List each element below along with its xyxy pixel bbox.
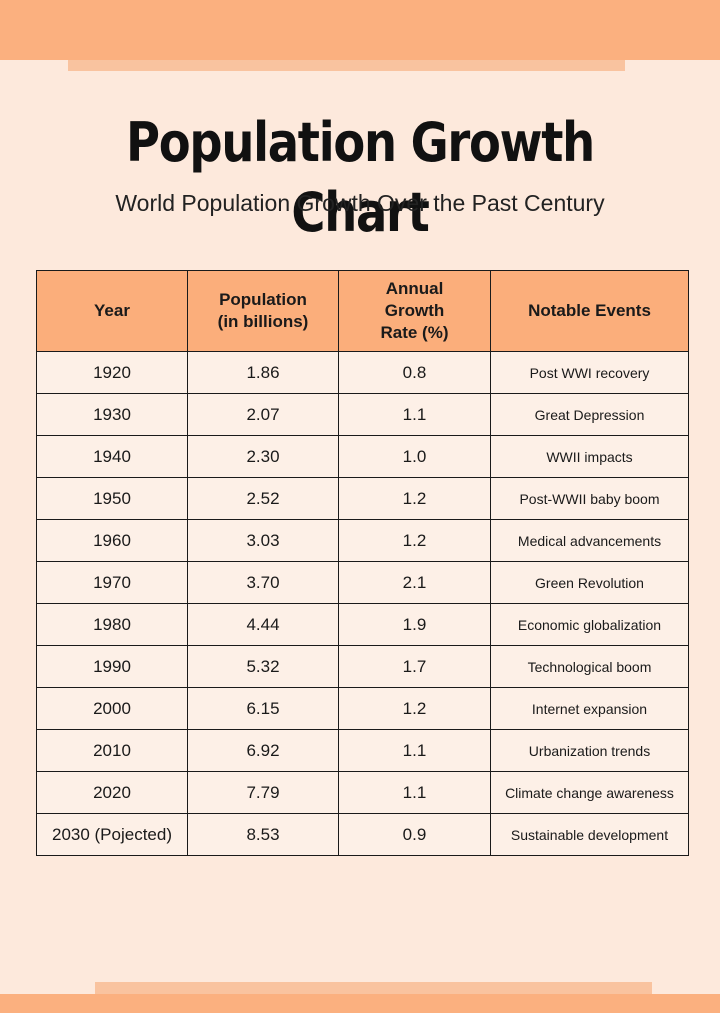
header-events-label: Notable Events: [528, 301, 651, 320]
year-cell: 1980: [36, 603, 188, 646]
header-rate-line1: Annual: [385, 279, 444, 298]
population-cell: 5.32: [187, 645, 339, 688]
event-cell: WWII impacts: [490, 435, 689, 478]
year-cell: 2030 (Pojected): [36, 813, 188, 856]
year-cell: 1970: [36, 561, 188, 604]
bottom-decorative-strip: [95, 982, 652, 994]
population-cell: 7.79: [187, 771, 339, 814]
event-cell: Great Depression: [490, 393, 689, 436]
population-cell: 4.44: [187, 603, 339, 646]
table-row: 2000 6.15 1.2 Internet expansion: [36, 687, 689, 730]
table-row: 2010 6.92 1.1 Urbanization trends: [36, 729, 689, 772]
header-population-line1: Population: [219, 290, 307, 309]
growth-rate-cell: 1.1: [338, 729, 491, 772]
top-decorative-band: [0, 0, 720, 60]
header-events: Notable Events: [490, 270, 689, 352]
population-cell: 6.15: [187, 687, 339, 730]
population-cell: 1.86: [187, 351, 339, 394]
header-rate-line3: Rate (%): [380, 323, 449, 342]
page-subtitle: World Population Growth Over the Past Ce…: [115, 190, 605, 216]
growth-rate-cell: 0.8: [338, 351, 491, 394]
header-year: Year: [36, 270, 188, 352]
table-row: 1920 1.86 0.8 Post WWI recovery: [36, 351, 689, 394]
table-row: 1980 4.44 1.9 Economic globalization: [36, 603, 689, 646]
year-cell: 1960: [36, 519, 188, 562]
table-row: 1940 2.30 1.0 WWII impacts: [36, 435, 689, 478]
year-cell: 1990: [36, 645, 188, 688]
table-row: 2030 (Pojected) 8.53 0.9 Sustainable develo…: [36, 813, 689, 856]
top-decorative-strip: [68, 60, 625, 71]
population-cell: 2.07: [187, 393, 339, 436]
year-cell: 2000: [36, 687, 188, 730]
population-table: Year Population (in billions) Annual Gro…: [36, 270, 689, 856]
bottom-decorative-band: [0, 994, 720, 1013]
header-growth-rate: Annual Growth Rate (%): [338, 270, 491, 352]
event-cell: Internet expansion: [490, 687, 689, 730]
header-rate-line2: Growth: [384, 301, 445, 320]
population-cell: 6.92: [187, 729, 339, 772]
growth-rate-cell: 1.2: [338, 519, 491, 562]
growth-rate-cell: 1.1: [338, 393, 491, 436]
growth-rate-cell: 1.9: [338, 603, 491, 646]
year-cell: 1920: [36, 351, 188, 394]
table-header-row: Year Population (in billions) Annual Gro…: [36, 270, 689, 352]
table-row: 1960 3.03 1.2 Medical advancements: [36, 519, 689, 562]
growth-rate-cell: 0.9: [338, 813, 491, 856]
event-cell: Urbanization trends: [490, 729, 689, 772]
population-cell: 2.52: [187, 477, 339, 520]
growth-rate-cell: 1.1: [338, 771, 491, 814]
event-cell: Economic globalization: [490, 603, 689, 646]
header-year-label: Year: [94, 301, 130, 320]
event-cell: Post WWI recovery: [490, 351, 689, 394]
header-population: Population (in billions): [187, 270, 339, 352]
year-cell: 1930: [36, 393, 188, 436]
page-title: Population Growth Chart: [126, 111, 595, 244]
growth-rate-cell: 1.0: [338, 435, 491, 478]
growth-rate-cell: 1.7: [338, 645, 491, 688]
header-population-line2: (in billions): [217, 312, 309, 331]
population-cell: 2.30: [187, 435, 339, 478]
table-row: 1930 2.07 1.1 Great Depression: [36, 393, 689, 436]
population-cell: 3.03: [187, 519, 339, 562]
table-row: 1970 3.70 2.1 Green Revolution: [36, 561, 689, 604]
growth-rate-cell: 2.1: [338, 561, 491, 604]
population-cell: 3.70: [187, 561, 339, 604]
year-cell: 2010: [36, 729, 188, 772]
year-cell: 1940: [36, 435, 188, 478]
event-cell: Green Revolution: [490, 561, 689, 604]
event-cell: Sustainable development: [490, 813, 689, 856]
table-row: 2020 7.79 1.1 Climate change awareness: [36, 771, 689, 814]
population-cell: 8.53: [187, 813, 339, 856]
event-cell: Climate change awareness: [490, 771, 689, 814]
year-cell: 1950: [36, 477, 188, 520]
growth-rate-cell: 1.2: [338, 477, 491, 520]
event-cell: Post-WWII baby boom: [490, 477, 689, 520]
year-cell: 2020: [36, 771, 188, 814]
event-cell: Medical advancements: [490, 519, 689, 562]
table-row: 1990 5.32 1.7 Technological boom: [36, 645, 689, 688]
table-row: 1950 2.52 1.2 Post-WWII baby boom: [36, 477, 689, 520]
growth-rate-cell: 1.2: [338, 687, 491, 730]
event-cell: Technological boom: [490, 645, 689, 688]
